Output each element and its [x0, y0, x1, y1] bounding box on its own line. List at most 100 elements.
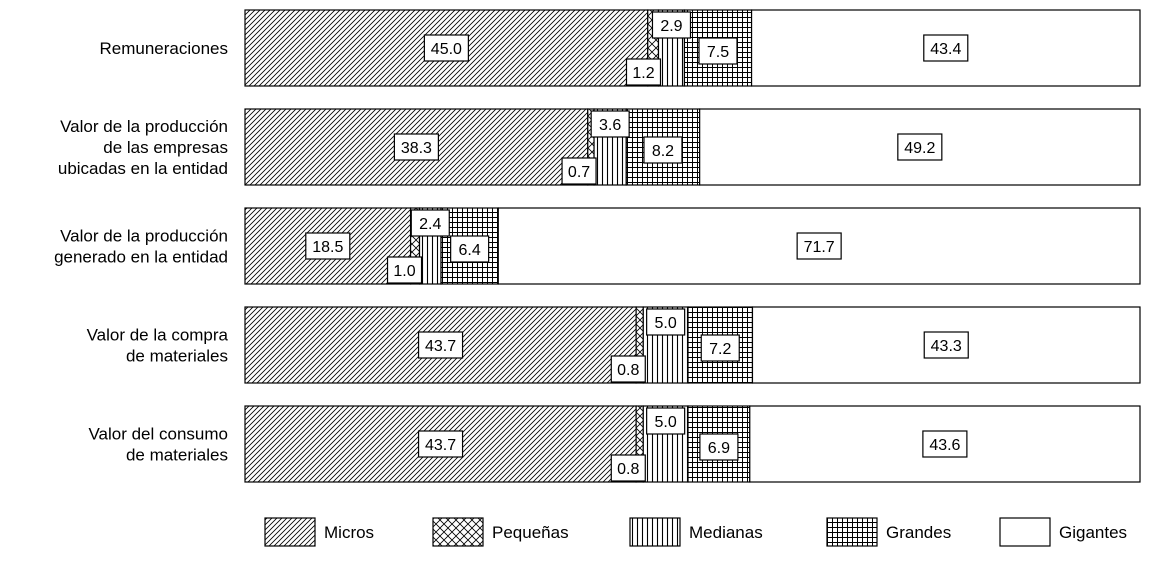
bar-segment-grandes: [687, 306, 754, 384]
data-label-box: [699, 433, 739, 461]
data-label: 5.0: [646, 407, 686, 435]
data-label-box: [393, 133, 439, 161]
legend-label: Gigantes: [1059, 523, 1127, 542]
data-label-box: [610, 355, 646, 383]
data-label: 6.4: [450, 235, 490, 263]
data-label: 43.7: [417, 430, 464, 458]
data-label: 3.6: [590, 110, 630, 138]
data-label: 43.4: [923, 34, 969, 62]
category-label: Valor de la compra: [87, 326, 229, 345]
data-label: 43.3: [923, 331, 969, 359]
data-label-box: [923, 331, 969, 359]
data-label-text: 1.0: [393, 263, 415, 280]
data-label-text: 5.0: [655, 414, 677, 431]
legend-swatch: [432, 517, 484, 547]
data-label-text: 0.8: [617, 461, 639, 478]
data-label: 38.3: [393, 133, 439, 161]
data-label-text: 7.5: [707, 44, 729, 61]
data-label-text: 71.7: [804, 239, 835, 256]
data-label-text: 43.7: [425, 437, 456, 454]
data-label-text: 0.7: [568, 164, 590, 181]
data-label-box: [417, 331, 464, 359]
category-label: de materiales: [126, 446, 228, 465]
legend-swatch: [264, 517, 316, 547]
legend-item-grandes: Grandes: [826, 517, 951, 547]
data-label-box: [646, 308, 686, 336]
data-label-text: 1.2: [632, 65, 654, 82]
data-label-box: [922, 430, 968, 458]
data-label-text: 49.2: [904, 140, 935, 157]
data-label: 0.8: [610, 454, 646, 482]
legend-swatch: [999, 517, 1051, 547]
data-label: 1.0: [386, 256, 423, 284]
data-label-box: [625, 58, 662, 86]
legend-label: Grandes: [886, 523, 951, 542]
category-label: generado en la entidad: [54, 248, 228, 267]
data-label: 6.9: [699, 433, 739, 461]
data-label-box: [561, 157, 597, 185]
data-label-text: 0.8: [617, 362, 639, 379]
data-label-text: 3.6: [599, 117, 621, 134]
legend-swatch: [826, 517, 878, 547]
data-label: 0.7: [561, 157, 597, 185]
data-label: 2.9: [651, 11, 692, 39]
data-label-box: [646, 407, 686, 435]
data-label-text: 43.7: [425, 338, 456, 355]
data-label-box: [643, 136, 683, 164]
data-label: 8.2: [643, 136, 683, 164]
legend-item-pequenas: Pequeñas: [432, 517, 569, 547]
data-label: 7.2: [700, 334, 740, 362]
data-label-box: [897, 133, 943, 161]
data-label-text: 8.2: [652, 143, 674, 160]
data-label: 1.2: [625, 58, 662, 86]
data-label-box: [923, 34, 969, 62]
category-label: de las empresas: [103, 138, 228, 157]
data-label-text: 43.3: [931, 338, 962, 355]
legend-label: Micros: [324, 523, 374, 542]
data-label-text: 43.6: [929, 437, 960, 454]
data-label-box: [417, 430, 464, 458]
data-label-text: 7.2: [709, 341, 731, 358]
legend-label: Medianas: [689, 523, 763, 542]
value-labels: 45.0 1.2 2.9 7.5 43.4 38.3 0.7 3.6 8.2 49.2 18.5 1.…: [305, 11, 969, 482]
data-label-box: [610, 454, 646, 482]
data-label-box: [423, 34, 469, 62]
data-label-text: 2.4: [419, 216, 441, 233]
data-label-box: [796, 232, 842, 260]
data-label-box: [651, 11, 692, 39]
data-label-box: [590, 110, 630, 138]
data-label-text: 38.3: [401, 140, 432, 157]
data-label-box: [450, 235, 490, 263]
data-label: 49.2: [897, 133, 943, 161]
data-label-box: [700, 334, 740, 362]
data-label-text: 5.0: [655, 315, 677, 332]
data-label: 45.0: [423, 34, 469, 62]
category-label: Valor de la producción: [60, 227, 228, 246]
category-label: ubicadas en la entidad: [58, 159, 228, 178]
data-label-text: 6.4: [459, 242, 481, 259]
category-label: de materiales: [126, 347, 228, 366]
category-labels: Remuneraciones Valor de la producción de l…: [54, 39, 228, 465]
legend-swatch: [629, 517, 681, 547]
legend-label: Pequeñas: [492, 523, 569, 542]
data-label-box: [410, 209, 450, 237]
legend-item-medianas: Medianas: [629, 517, 763, 547]
data-label-box: [305, 232, 351, 260]
data-label: 43.7: [417, 331, 464, 359]
data-label: 43.6: [922, 430, 968, 458]
legend-item-micros: Micros: [264, 517, 374, 547]
data-label: 2.4: [410, 209, 450, 237]
data-label-box: [698, 37, 738, 65]
category-label: Valor de la producción: [60, 117, 228, 136]
data-label-text: 2.9: [660, 18, 682, 35]
data-label-text: 18.5: [312, 239, 343, 256]
data-label: 5.0: [646, 308, 686, 336]
category-label: Remuneraciones: [99, 39, 228, 58]
bars-group: [244, 9, 1141, 483]
data-label-box: [386, 256, 423, 284]
legend-item-gigantes: Gigantes: [999, 517, 1127, 547]
data-label: 18.5: [305, 232, 351, 260]
category-label: Valor del consumo: [88, 425, 228, 444]
data-label-text: 45.0: [431, 41, 462, 58]
